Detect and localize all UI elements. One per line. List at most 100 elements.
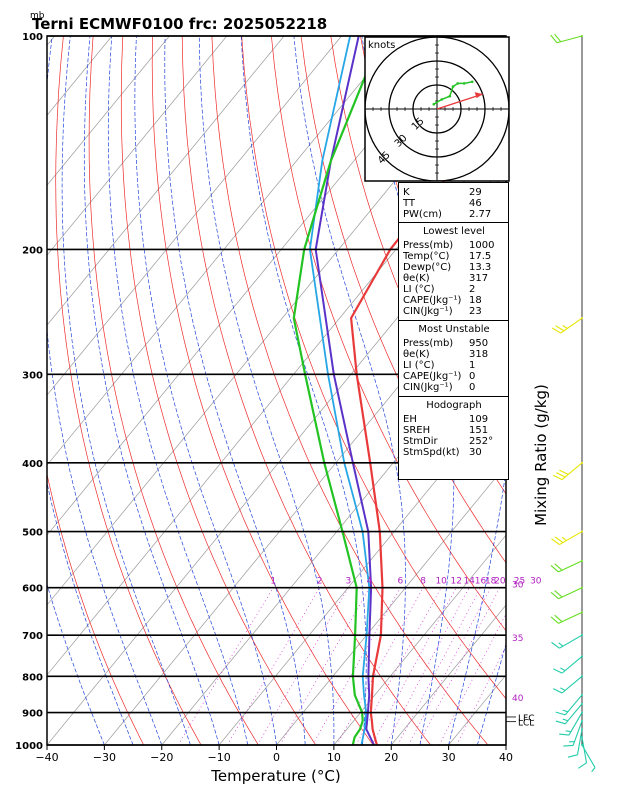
index-label: StmSpd(kt) <box>403 447 460 458</box>
mixing-ratio-value-label: 12 <box>451 577 462 587</box>
wind-barb-staff <box>568 712 583 736</box>
level-marker-label: LCL <box>518 719 534 729</box>
mixing-ratio-line <box>257 587 349 745</box>
index-row: EH 109 <box>403 414 505 425</box>
indices-top: K 29 TT 46 PW(cm) 2.77 <box>399 183 508 222</box>
wind-barb <box>551 530 583 546</box>
wind-barb-flag <box>554 614 563 623</box>
wind-barb-staff <box>564 694 583 716</box>
isotherm-line <box>47 36 457 536</box>
wind-barb <box>581 744 596 773</box>
wind-barb-flag <box>558 642 564 647</box>
mixing-ratio-value-label: 14 <box>463 577 475 587</box>
wind-barb-staff <box>558 587 583 600</box>
wind-barb-flag <box>591 767 596 773</box>
hodograph-plot <box>365 37 509 181</box>
wind-barb-staff <box>558 611 583 624</box>
wind-barb-flag <box>578 762 587 769</box>
index-value: 2.77 <box>469 209 492 220</box>
temperature-tick-label: −40 <box>35 751 58 764</box>
index-row: StmSpd(kt) 30 <box>403 447 505 458</box>
mixing-ratio-line <box>177 587 274 745</box>
mixing-ratio-value-label: 20 <box>494 577 506 587</box>
pressure-tick-label: 100 <box>22 32 43 43</box>
pressure-unit-label: mb <box>30 11 45 21</box>
wind-barb-flag <box>552 474 563 481</box>
index-value: 23 <box>469 306 482 317</box>
wind-barb-flag <box>552 688 563 694</box>
index-value: 13.3 <box>469 262 492 273</box>
index-value: 317 <box>469 273 489 284</box>
index-value: 1000 <box>469 240 495 251</box>
wind-barb-flag <box>551 327 561 334</box>
index-label: θe(K) <box>403 349 430 360</box>
pressure-tick-label: 700 <box>22 631 43 642</box>
wind-barb-staff <box>559 531 583 546</box>
wind-barb-base <box>581 693 583 696</box>
wind-barb-staff <box>572 720 583 746</box>
wind-barb <box>551 317 583 334</box>
moist-adiabat-line <box>361 36 455 745</box>
index-value: 1 <box>469 360 476 371</box>
wind-barb-flag <box>561 536 567 542</box>
temperature-tick-label: 0 <box>273 751 280 764</box>
isotherm-line <box>47 36 170 186</box>
hodograph-point <box>470 80 474 84</box>
wind-barb-flag <box>569 741 575 743</box>
lowest-level-title: Lowest level <box>423 226 485 237</box>
isotherm-line <box>218 394 506 745</box>
wind-barb-staff <box>560 317 583 334</box>
isotherm-line <box>333 534 506 745</box>
index-label: Temp(°C) <box>403 251 450 262</box>
index-label: Press(mb) <box>403 240 454 251</box>
index-row: Press(mb) 950 <box>403 338 505 349</box>
wind-barb-base <box>581 655 583 658</box>
temperature-tick-label: −10 <box>208 751 231 764</box>
wind-barb <box>552 655 583 674</box>
moist-adiabat-line <box>47 36 163 745</box>
theta-e-label: 40 <box>512 694 524 704</box>
mixing-ratio-value-label: 3 <box>346 577 352 587</box>
wind-barb-base <box>581 711 583 714</box>
wind-barb-base <box>581 702 583 705</box>
index-row: LI (°C) 2 <box>403 284 505 295</box>
wind-barb-flag <box>552 668 563 674</box>
pressure-tick-label: 900 <box>22 709 43 720</box>
mixing-ratio-line <box>312 587 401 745</box>
index-value: 18 <box>469 295 482 306</box>
index-row: CAPE(Jkg⁻¹) 0 <box>403 371 505 382</box>
mixing-ratio-value-label: 25 <box>514 577 525 587</box>
moist-adiabat-line <box>293 36 406 745</box>
wind-barb-base <box>581 35 583 37</box>
hodograph-indices-section: Hodograph EH 109 SREH 151 StmDir 252° StmSpd(k… <box>399 396 508 461</box>
dry-adiabat-line <box>120 36 317 745</box>
wind-barb-staff <box>558 560 583 573</box>
wind-barb-flag <box>550 34 558 44</box>
wind-barb-base <box>581 744 583 746</box>
dry-adiabat-line <box>539 36 618 745</box>
wind-barb-flag <box>567 754 578 758</box>
hodograph-indices-title: Hodograph <box>426 400 482 411</box>
hodograph-point <box>448 94 452 98</box>
wind-barb-flag <box>554 563 563 571</box>
index-row: K 29 <box>403 187 505 198</box>
wind-barb-staff <box>564 703 583 725</box>
index-row: θe(K) 317 <box>403 273 505 284</box>
wind-barb-flag <box>550 616 559 624</box>
wind-barb-flag <box>562 709 569 713</box>
pressure-tick-label: 1000 <box>15 741 43 752</box>
wind-barb-flag <box>559 469 569 475</box>
temperature-tick-label: 10 <box>327 751 341 764</box>
index-label: CIN(Jkg⁻¹) <box>403 306 453 317</box>
wind-barb <box>552 675 583 694</box>
moist-adiabat-line <box>61 36 191 745</box>
index-row: CAPE(Jkg⁻¹) 18 <box>403 295 505 306</box>
dry-adiabat-line <box>55 36 202 745</box>
mixing-ratio-value-label: 6 <box>398 577 404 587</box>
mixing-ratio-line <box>226 587 320 745</box>
wind-barb-base <box>581 586 583 589</box>
wind-barb-staff <box>581 744 596 768</box>
index-row: Dewp(°C) 13.3 <box>403 262 505 273</box>
